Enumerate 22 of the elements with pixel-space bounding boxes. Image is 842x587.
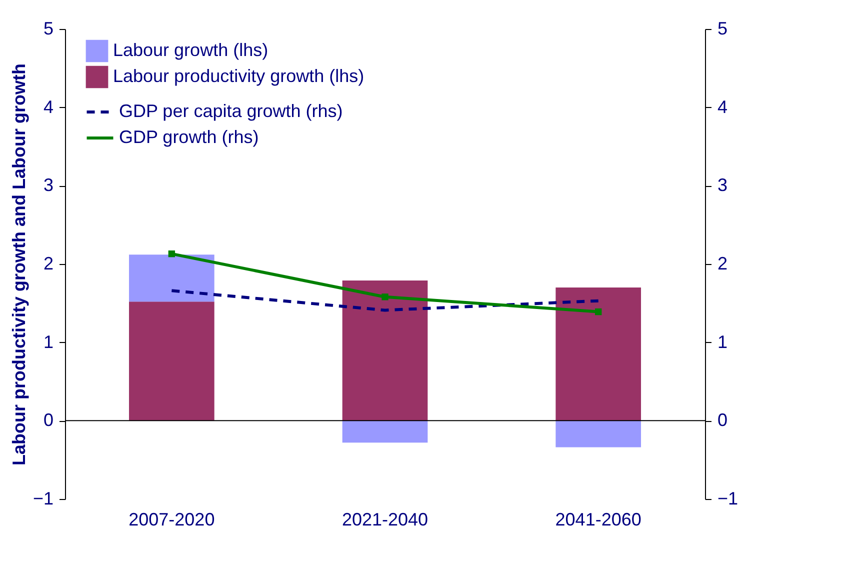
legend-label: Labour productivity growth (lhs): [113, 66, 364, 86]
y2-tick-label: 4: [718, 96, 728, 117]
x-tick-label: 2007-2020: [128, 510, 215, 530]
legend-label: GDP growth (rhs): [119, 127, 259, 147]
y2-tick-label: −1: [718, 488, 738, 508]
y-tick-label: 2: [43, 254, 54, 274]
x-tick-label: 2021-2040: [342, 510, 428, 530]
y2-tick-label: 2: [718, 254, 728, 274]
legend-label: Labour growth (lhs): [113, 40, 268, 60]
y-tick-label: −1: [32, 488, 54, 508]
y2-tick-label: 3: [718, 175, 728, 196]
y2-tick-label: 1: [718, 332, 728, 352]
y-tick-label: 3: [43, 175, 54, 196]
y2-tick-label: 0: [718, 410, 728, 430]
y-axis-title: Labour productivity growth and Labour growth: [8, 64, 29, 466]
x-tick-label: 2041-2060: [555, 510, 642, 530]
y-tick-label: 5: [43, 18, 54, 38]
legend-label: GDP per capita growth (rhs): [119, 101, 343, 121]
y-tick-label: 0: [43, 410, 54, 430]
y-tick-label: 1: [43, 332, 54, 352]
y2-tick-label: 5: [718, 18, 728, 38]
y-tick-label: 4: [43, 96, 54, 117]
